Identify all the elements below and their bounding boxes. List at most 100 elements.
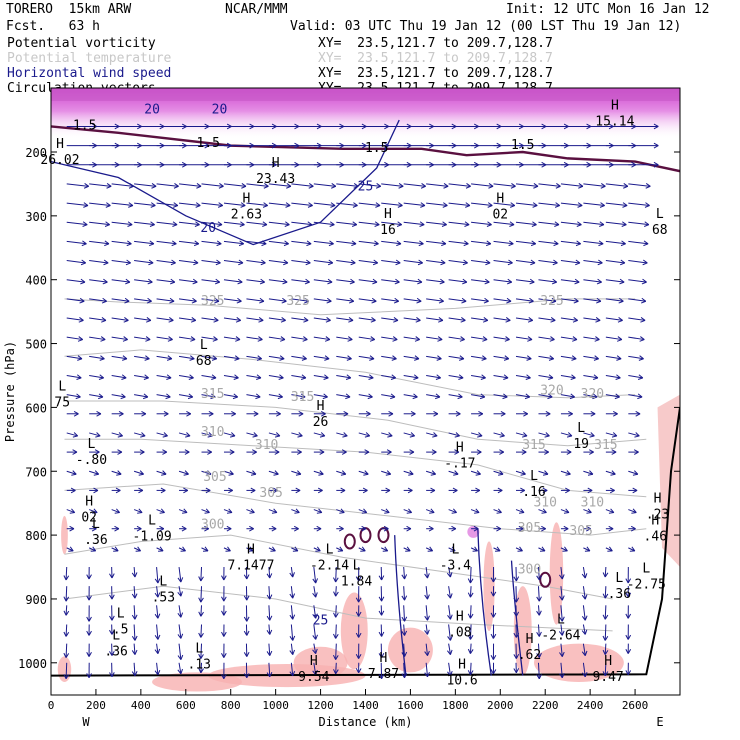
circulation-vector	[628, 240, 649, 245]
isentrope-label: 300	[518, 562, 541, 577]
circulation-vector	[538, 509, 547, 514]
isentrope-label: 315	[201, 387, 224, 402]
circulation-vector	[403, 202, 425, 206]
x-tick-label: 1600	[397, 699, 424, 712]
vector-head	[573, 297, 579, 304]
circulation-vector	[89, 355, 105, 360]
vector-head	[138, 470, 144, 476]
extremum-value: 9.47	[592, 670, 623, 685]
circulation-vector	[111, 509, 120, 514]
circulation-vector	[448, 260, 468, 264]
circulation-vector	[426, 374, 441, 379]
vector-head	[634, 432, 640, 438]
vector-head	[536, 674, 542, 680]
vector-head	[527, 336, 533, 342]
vector-head	[341, 449, 347, 455]
vector-head	[116, 470, 122, 476]
pv-blob	[483, 541, 495, 631]
vector-head	[513, 668, 520, 674]
circulation-vector	[178, 221, 200, 226]
vector-head	[312, 634, 318, 640]
circulation-vector	[89, 298, 107, 302]
circulation-vector	[471, 221, 492, 226]
stratosphere-shading-core	[51, 88, 680, 101]
vector-head	[322, 393, 328, 400]
vector-head	[625, 634, 632, 640]
vector-head	[520, 487, 526, 494]
vector-head	[625, 670, 632, 676]
circulation-vector	[493, 470, 504, 475]
circulation-vector	[515, 547, 523, 552]
vector-head	[145, 336, 151, 342]
circulation-vector	[313, 221, 335, 226]
vector-head	[593, 374, 599, 380]
vector-head	[218, 183, 224, 189]
circulation-vector	[381, 221, 402, 226]
extremum-marker: L	[92, 517, 100, 532]
isotach-layer	[51, 119, 524, 676]
isentrope-310	[64, 438, 647, 498]
circulation-vector	[493, 183, 516, 187]
isentrope-305	[64, 483, 647, 536]
vector-head	[273, 487, 278, 494]
circulation-vector	[538, 221, 560, 226]
vector-head	[477, 432, 483, 438]
circulation-vector	[381, 260, 401, 264]
vector-head	[99, 355, 105, 361]
vector-head	[407, 487, 413, 494]
vector-head	[327, 278, 333, 285]
vector-head	[154, 634, 161, 640]
vector-head	[637, 393, 643, 400]
circulation-vector	[582, 662, 586, 677]
circulation-vector	[381, 336, 398, 341]
circulation-vector	[313, 394, 328, 398]
vector-head	[427, 546, 434, 552]
vector-head	[168, 317, 174, 323]
vector-head	[350, 259, 356, 266]
vector-head	[509, 202, 516, 208]
vector-head	[638, 355, 644, 361]
vector-head	[154, 592, 161, 598]
circulation-vector	[336, 336, 353, 341]
vector-head	[576, 221, 582, 227]
circulation-vector	[335, 643, 337, 660]
circulation-vector	[134, 183, 157, 187]
circulation-vector	[605, 432, 617, 437]
circulation-vector	[134, 260, 154, 264]
vector-head	[83, 202, 89, 208]
circulation-vector	[336, 221, 357, 226]
circulation-vector	[201, 317, 219, 321]
circulation-vector	[469, 605, 472, 619]
vector-head	[63, 596, 70, 602]
vector-head	[262, 221, 268, 227]
vector-head	[86, 630, 92, 636]
vector-head	[90, 546, 97, 552]
vector-head	[581, 629, 588, 635]
circulation-vector	[425, 566, 428, 579]
circulation-vector	[358, 547, 366, 552]
circulation-vector	[66, 260, 86, 264]
circulation-vector	[223, 298, 242, 302]
vector-head	[397, 202, 403, 208]
vector-head	[409, 432, 416, 438]
circulation-vector	[448, 374, 464, 379]
circulation-vector	[313, 317, 331, 321]
vector-head	[93, 470, 100, 476]
vector-head	[414, 336, 420, 342]
circulation-vector	[156, 624, 159, 640]
circulation-vector	[469, 624, 472, 640]
vector-head	[640, 297, 647, 304]
vector-head	[372, 278, 378, 285]
circulation-vector	[515, 260, 536, 264]
vector-head	[312, 578, 319, 584]
vector-head	[365, 410, 371, 417]
vector-head	[490, 591, 497, 597]
circulation-vector	[448, 509, 457, 514]
circulation-vector	[268, 509, 278, 514]
vector-head	[600, 183, 606, 189]
circulation-vector	[582, 605, 586, 621]
vector-head	[319, 449, 325, 455]
circulation-vector	[493, 260, 513, 264]
circulation-vector	[336, 374, 351, 379]
vector-head	[131, 572, 138, 578]
